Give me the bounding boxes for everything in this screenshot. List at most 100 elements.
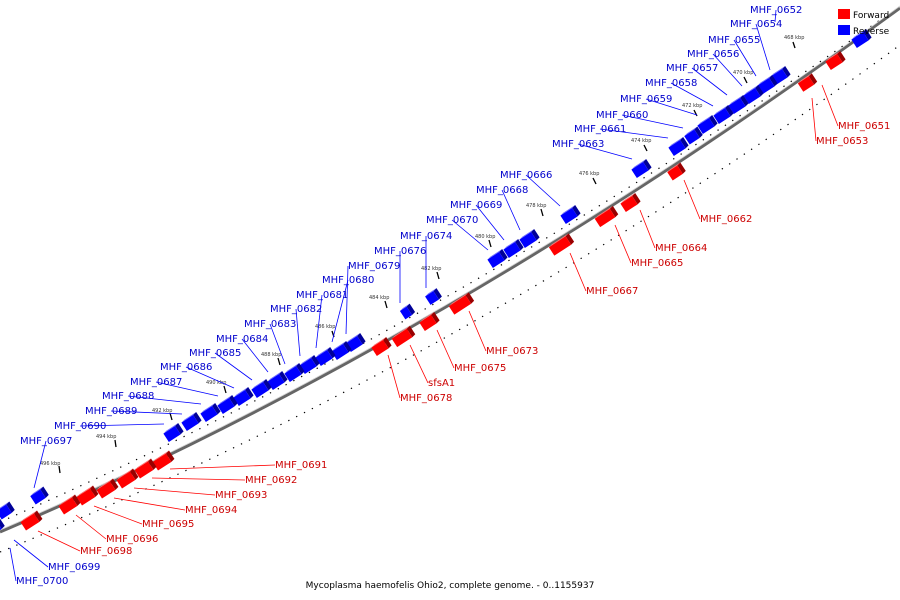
gene-label-mhf-0669[interactable]: MHF_0669 xyxy=(450,200,502,211)
gene-feature-mhf-0673[interactable] xyxy=(448,292,475,315)
gene-label-mhf-0678[interactable]: MHF_0678 xyxy=(400,393,452,404)
gene-label-mhf-0684[interactable]: MHF_0684 xyxy=(216,334,268,345)
gene-feature-mhf-0656[interactable] xyxy=(743,84,764,105)
gene-feature-mhf-0669[interactable] xyxy=(503,238,524,259)
gene-label-mhf-0663[interactable]: MHF_0663 xyxy=(552,139,604,150)
gene-feature-mhf-0695[interactable] xyxy=(76,485,99,506)
gene-feature-mhf-0696[interactable] xyxy=(58,494,81,515)
gene-label-mhf-0697[interactable]: MHF_0697 xyxy=(20,436,72,447)
gene-feature-mhf-0700[interactable] xyxy=(0,518,5,536)
gene-label-mhf-0673[interactable]: MHF_0673 xyxy=(486,346,538,357)
gene-feature-mhf-0681[interactable] xyxy=(315,346,336,367)
gene-label-mhf-0655[interactable]: MHF_0655 xyxy=(708,35,760,46)
gene-label-mhf-0662[interactable]: MHF_0662 xyxy=(700,214,752,225)
gene-label-mhf-0675[interactable]: MHF_0675 xyxy=(454,363,506,374)
gene-label-mhf-0651[interactable]: MHF_0651 xyxy=(838,121,890,132)
gene-feature-mhf-0676[interactable] xyxy=(399,303,416,320)
gene-feature-mhf-0697[interactable] xyxy=(30,486,49,505)
gene-label-mhf-0700[interactable]: MHF_0700 xyxy=(16,576,68,587)
gene-label-mhf-0674[interactable]: MHF_0674 xyxy=(400,231,452,242)
gene-feature-mhf-0693[interactable] xyxy=(116,468,139,489)
gene-label-mhf-0687[interactable]: MHF_0687 xyxy=(130,377,182,388)
gene-label-mhf-0690[interactable]: MHF_0690 xyxy=(54,421,106,432)
gene-label-mhf-0653[interactable]: MHF_0653 xyxy=(816,136,868,147)
gene-label-sfsa1[interactable]: sfsA1 xyxy=(428,378,455,389)
leader-mhf-0667 xyxy=(569,252,587,292)
gene-feature-mhf-0667[interactable] xyxy=(548,233,575,256)
gene-feature-mhf-0698[interactable] xyxy=(20,510,43,531)
gene-label-mhf-0693[interactable]: MHF_0693 xyxy=(215,490,267,501)
gene-label-mhf-0689[interactable]: MHF_0689 xyxy=(85,406,137,417)
gene-feature-mhf-0655[interactable] xyxy=(757,74,778,95)
gene-label-mhf-0681[interactable]: MHF_0681 xyxy=(296,290,348,301)
gene-feature-mhf-0659[interactable] xyxy=(697,114,718,135)
gene-label-mhf-0680[interactable]: MHF_0680 xyxy=(322,275,374,286)
gene-feature-mhf-0661[interactable] xyxy=(668,136,689,157)
gene-feature-mhf-0678[interactable] xyxy=(371,336,392,357)
gene-label-mhf-0654[interactable]: MHF_0654 xyxy=(730,19,782,30)
gene-feature-mhf-0692[interactable] xyxy=(134,458,157,479)
gene-feature-mhf-0664[interactable] xyxy=(620,192,641,213)
gene-feature-mhf-0685[interactable] xyxy=(251,378,272,399)
gene-feature-mhf-0675[interactable] xyxy=(419,311,440,332)
gene-label-mhf-0683[interactable]: MHF_0683 xyxy=(244,319,296,330)
leader-mhf-0686 xyxy=(185,366,235,389)
gene-feature-mhf-0658[interactable] xyxy=(713,104,734,125)
gene-feature-mhf-0670[interactable] xyxy=(487,248,508,269)
gene-label-mhf-0657[interactable]: MHF_0657 xyxy=(666,63,718,74)
gene-feature-mhf-0684[interactable] xyxy=(267,370,288,391)
gene-label-mhf-0699[interactable]: MHF_0699 xyxy=(48,562,100,573)
leader-mhf-0668 xyxy=(501,189,521,231)
gene-label-mhf-0652[interactable]: MHF_0652 xyxy=(750,5,802,16)
gene-label-mhf-0691[interactable]: MHF_0691 xyxy=(275,460,327,471)
gene-label-mhf-0688[interactable]: MHF_0688 xyxy=(102,391,154,402)
gene-feature-mhf-0688[interactable] xyxy=(200,402,221,423)
gene-label-mhf-0696[interactable]: MHF_0696 xyxy=(106,534,158,545)
gene-feature-mhf-0662[interactable] xyxy=(667,162,686,181)
gene-feature-mhf-0694[interactable] xyxy=(96,478,119,499)
gene-feature-mhf-0683[interactable] xyxy=(284,362,305,383)
gene-label-mhf-0682[interactable]: MHF_0682 xyxy=(270,304,322,315)
gene-label-mhf-0694[interactable]: MHF_0694 xyxy=(185,505,237,516)
gene-feature-mhf-0674[interactable] xyxy=(425,288,442,305)
gene-feature-mhf-0652[interactable] xyxy=(851,28,872,49)
leader-mhf-0652 xyxy=(774,9,777,23)
gene-feature-mhf-0682[interactable] xyxy=(299,354,320,375)
gene-label-mhf-0665[interactable]: MHF_0665 xyxy=(631,258,683,269)
leader-mhf-0680 xyxy=(331,279,349,343)
gene-feature-sfsa1[interactable] xyxy=(391,325,416,348)
gene-label-mhf-0695[interactable]: MHF_0695 xyxy=(142,519,194,530)
gene-feature-mhf-0668[interactable] xyxy=(519,228,540,249)
gene-label-mhf-0676[interactable]: MHF_0676 xyxy=(374,246,426,257)
gene-label-mhf-0686[interactable]: MHF_0686 xyxy=(160,362,212,373)
gene-label-mhf-0659[interactable]: MHF_0659 xyxy=(620,94,672,105)
gene-label-mhf-0666[interactable]: MHF_0666 xyxy=(500,170,552,181)
gene-feature-mhf-0666[interactable] xyxy=(560,204,581,225)
gene-feature-mhf-0651[interactable] xyxy=(825,50,846,71)
gene-label-mhf-0668[interactable]: MHF_0668 xyxy=(476,185,528,196)
gene-label-mhf-0692[interactable]: MHF_0692 xyxy=(245,475,297,486)
gene-label-mhf-0698[interactable]: MHF_0698 xyxy=(80,546,132,557)
gene-feature-mhf-0689[interactable] xyxy=(181,411,202,432)
gene-label-mhf-0664[interactable]: MHF_0664 xyxy=(655,243,707,254)
gene-feature-mhf-0660[interactable] xyxy=(684,126,703,145)
gene-feature-mhf-0680[interactable] xyxy=(331,340,352,361)
gene-label-mhf-0661[interactable]: MHF_0661 xyxy=(574,124,626,135)
gene-label-mhf-0685[interactable]: MHF_0685 xyxy=(189,348,241,359)
gene-feature-mhf-0663[interactable] xyxy=(631,158,652,179)
gene-feature-mhf-0699[interactable] xyxy=(0,501,15,520)
gene-label-mhf-0658[interactable]: MHF_0658 xyxy=(645,78,697,89)
gene-feature-mhf-0687[interactable] xyxy=(217,394,238,415)
gene-feature-mhf-0691[interactable] xyxy=(152,450,175,471)
gene-feature-mhf-0686[interactable] xyxy=(233,386,254,407)
gene-feature-mhf-0657[interactable] xyxy=(728,94,749,115)
gene-feature-mhf-0653[interactable] xyxy=(797,73,818,92)
gene-label-mhf-0660[interactable]: MHF_0660 xyxy=(596,110,648,121)
gene-feature-mhf-0690[interactable] xyxy=(163,422,184,443)
leader-mhf-0685 xyxy=(214,352,253,381)
gene-label-mhf-0656[interactable]: MHF_0656 xyxy=(687,49,739,60)
gene-label-mhf-0679[interactable]: MHF_0679 xyxy=(348,261,400,272)
gene-label-mhf-0670[interactable]: MHF_0670 xyxy=(426,215,478,226)
gene-label-mhf-0667[interactable]: MHF_0667 xyxy=(586,286,638,297)
gene-feature-mhf-0665[interactable] xyxy=(594,205,619,228)
